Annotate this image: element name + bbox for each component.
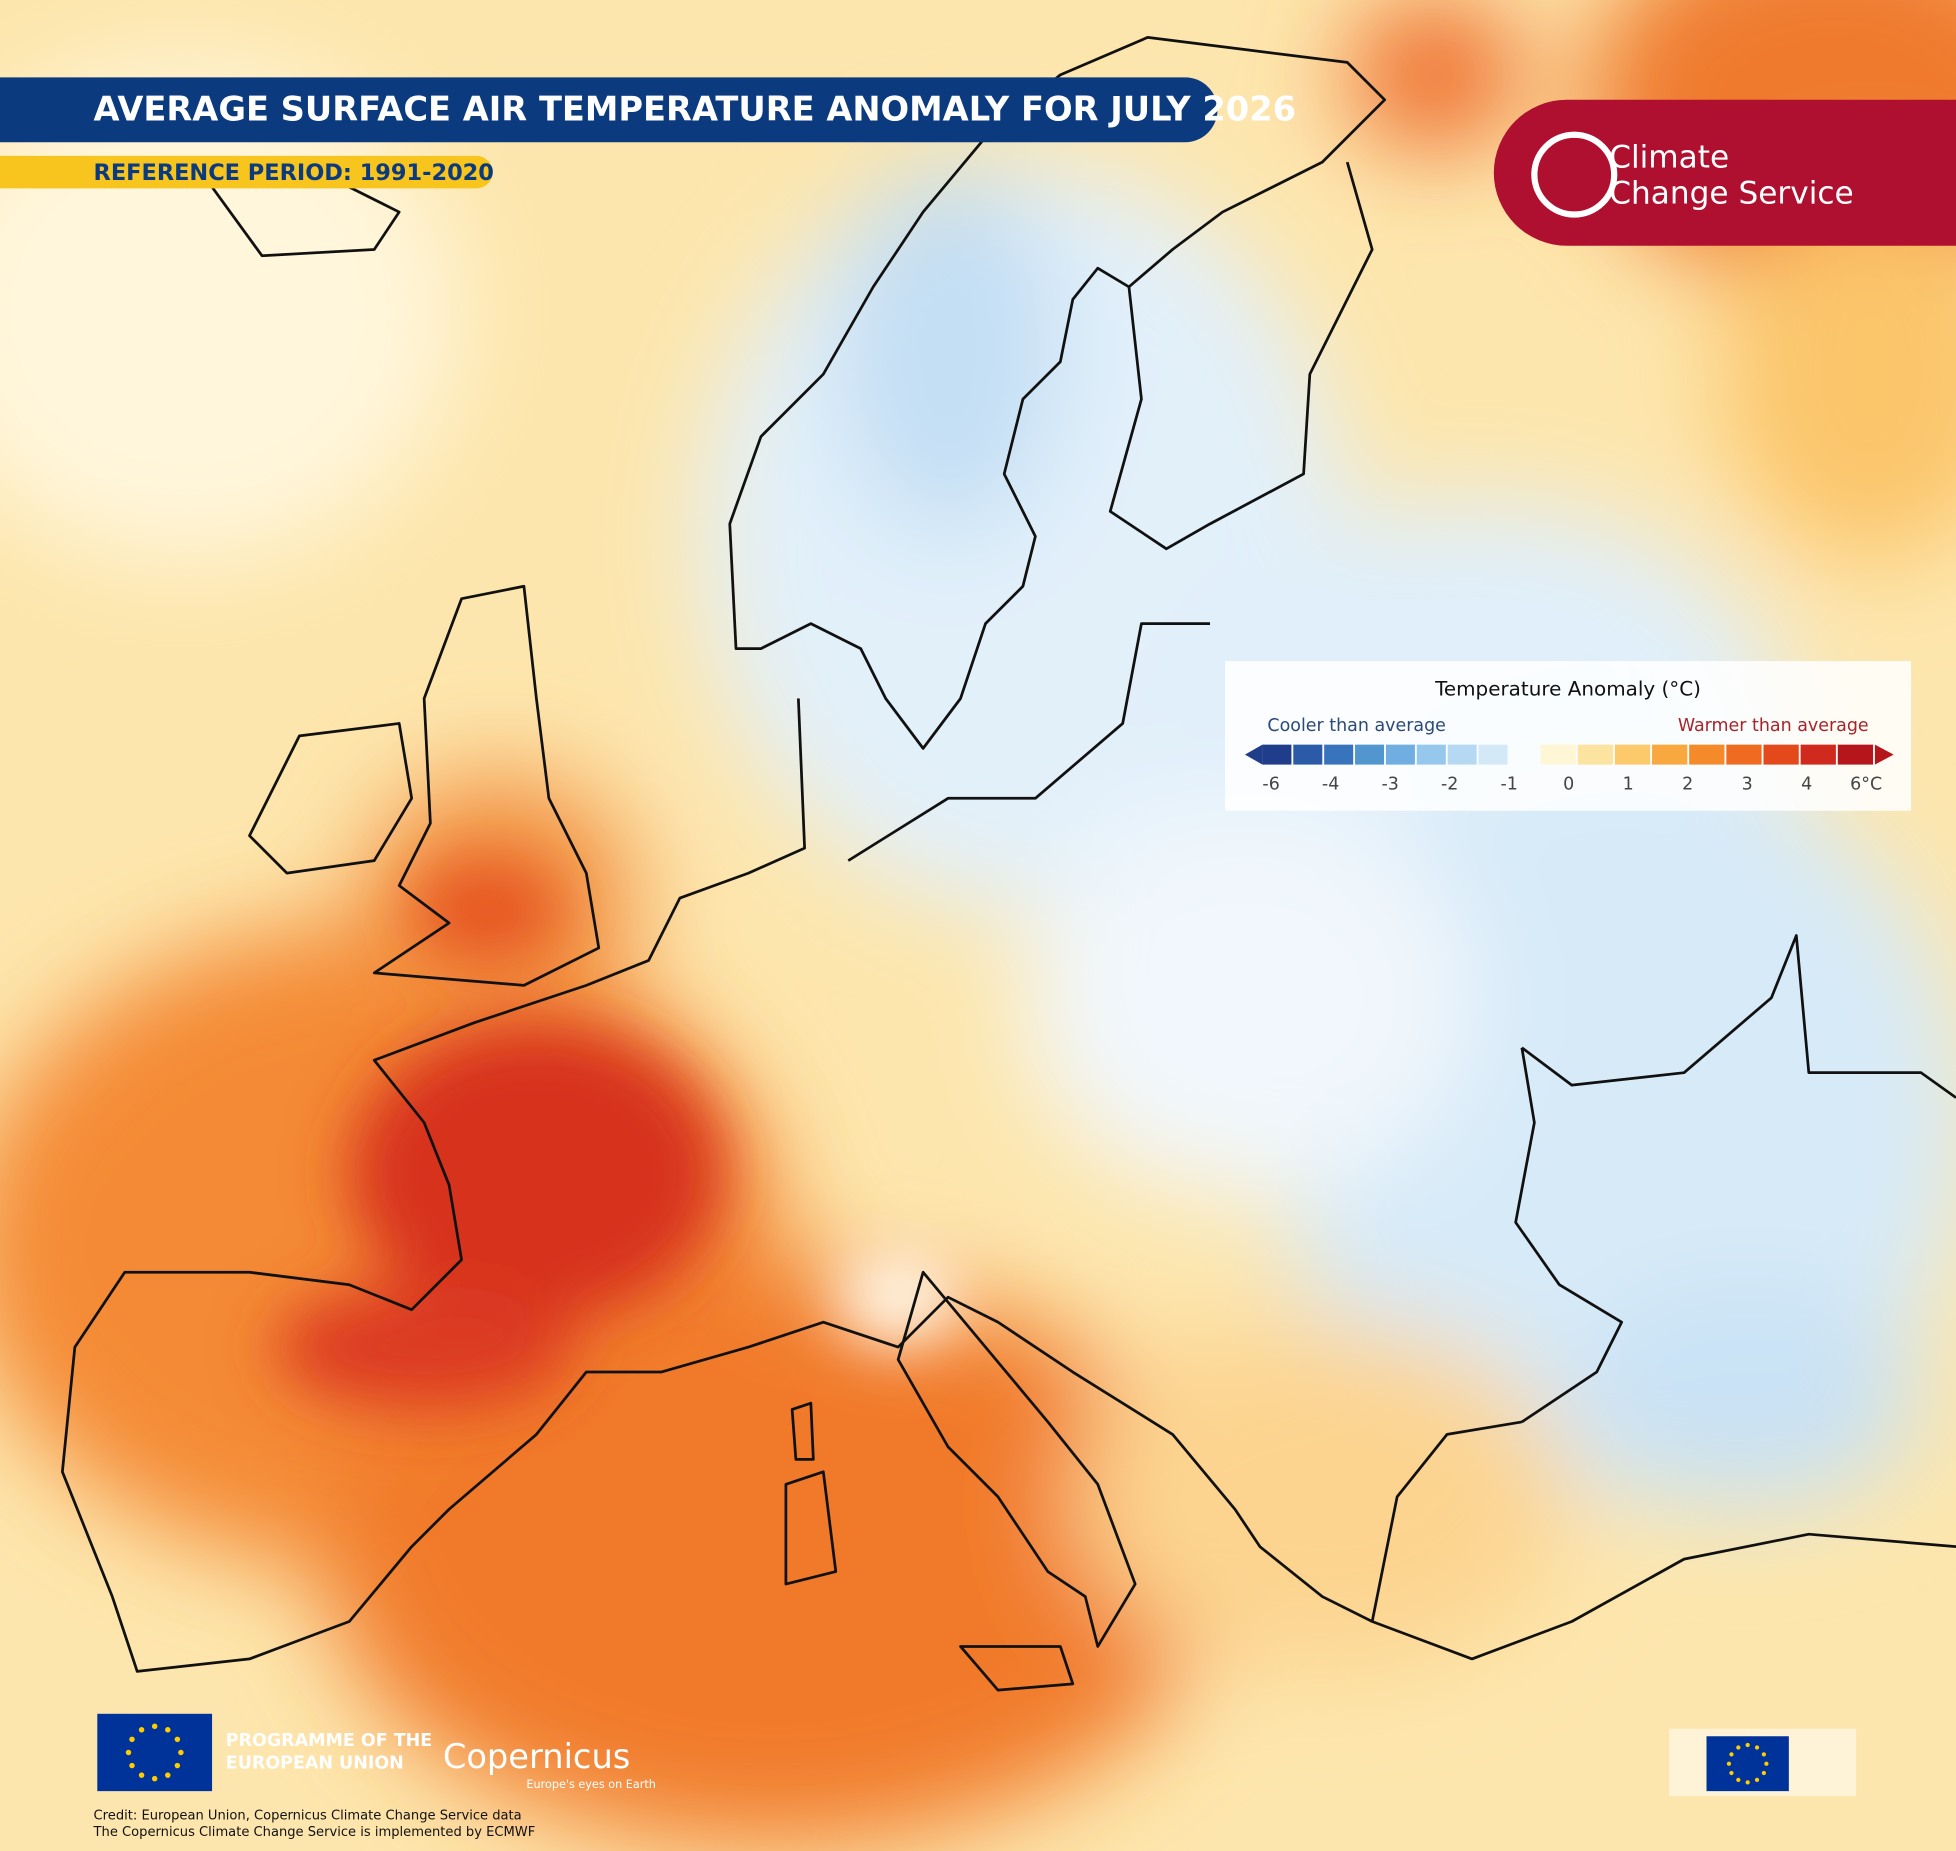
- legend-swatch: [1689, 744, 1725, 765]
- legend-swatch: [1652, 744, 1688, 765]
- star: [1761, 1770, 1767, 1776]
- legend-swatch: [1726, 744, 1762, 765]
- star: [1754, 1745, 1760, 1750]
- legend-tick-label: 1: [1623, 775, 1634, 795]
- star: [125, 1749, 132, 1756]
- programme-line: EUROPEAN UNION: [226, 1754, 404, 1774]
- star: [1736, 1745, 1741, 1750]
- legend-swatch: [1355, 744, 1385, 765]
- legend-tick-label: 2: [1682, 775, 1693, 795]
- subtitle: REFERENCE PERIOD: 1991-2020: [94, 160, 494, 186]
- title-bar: [0, 77, 1218, 143]
- legend-tick-label: -6: [1262, 775, 1279, 795]
- legend-tick-label: 6°C: [1850, 775, 1882, 795]
- star: [165, 1727, 171, 1733]
- copernicus-tagline: Europe's eyes on Earth: [526, 1778, 655, 1791]
- star: [178, 1749, 184, 1756]
- star: [1745, 1742, 1750, 1748]
- legend-tick-label: 0: [1563, 775, 1574, 795]
- programme-line: PROGRAMME OF THE: [226, 1731, 432, 1751]
- legend-arrow: [1874, 744, 1894, 765]
- star: [1761, 1752, 1767, 1757]
- legend-swatch: [1577, 744, 1614, 765]
- star: [129, 1736, 135, 1743]
- legend-swatch: [1293, 744, 1323, 765]
- star: [1764, 1761, 1769, 1766]
- logo-panel: [1493, 99, 1956, 246]
- legend-tick-label: 3: [1742, 775, 1753, 795]
- legend-ticks: -6 -4 -3 -2 -1 0 1 2 3 4 6°C: [1262, 775, 1882, 795]
- legend-swatch: [1614, 744, 1651, 765]
- coastlines: [61, 36, 1956, 1692]
- legend-tick-label: -4: [1322, 775, 1339, 795]
- legend-swatch: [1324, 744, 1354, 765]
- star: [1736, 1777, 1741, 1783]
- star: [151, 1723, 158, 1730]
- star: [174, 1762, 181, 1769]
- logo-icon: [1531, 131, 1618, 218]
- star: [1729, 1752, 1734, 1757]
- legend-colorbar: [1244, 744, 1894, 765]
- eu-stars: [125, 1723, 184, 1782]
- legend-panel: [1224, 661, 1912, 811]
- credit-line: Credit: European Union, Copernicus Clima…: [94, 1809, 522, 1824]
- eu-stars: [1726, 1742, 1769, 1785]
- star: [138, 1727, 145, 1733]
- logo-line: Climate: [1609, 139, 1729, 175]
- legend-swatch: [1478, 744, 1508, 765]
- star: [1754, 1777, 1760, 1783]
- legend-swatch: [1447, 744, 1477, 765]
- legend-swatch: [1800, 744, 1836, 765]
- legend-tick-label: 4: [1801, 775, 1812, 795]
- star: [151, 1775, 158, 1782]
- legend-tick-label: -1: [1500, 775, 1517, 795]
- logo-line: Change Service: [1609, 176, 1853, 212]
- subtitle-bar: [0, 155, 493, 189]
- legend-swatch: [1837, 744, 1874, 765]
- legend-title: Temperature Anomaly (°C): [1434, 676, 1701, 700]
- legend-warm-label: Warmer than average: [1678, 716, 1869, 736]
- credit-line: The Copernicus Climate Change Service is…: [93, 1825, 536, 1840]
- legend-swatch: [1385, 744, 1415, 765]
- star: [1745, 1780, 1750, 1785]
- legend-arrow: [1244, 744, 1263, 765]
- star: [174, 1736, 181, 1743]
- legend-cool-label: Cooler than average: [1267, 716, 1446, 736]
- legend-tick-label: -2: [1441, 775, 1458, 795]
- star: [138, 1772, 145, 1778]
- title: AVERAGE SURFACE AIR TEMPERATURE ANOMALY …: [94, 90, 1297, 129]
- star: [165, 1772, 171, 1778]
- star: [1729, 1770, 1734, 1776]
- legend-swatch: [1763, 744, 1799, 765]
- copernicus-brand: Copernicus: [443, 1737, 630, 1776]
- legend-swatch: [1262, 744, 1292, 765]
- legend-tick-label: -3: [1381, 775, 1398, 795]
- star: [1726, 1761, 1732, 1766]
- star: [129, 1762, 135, 1769]
- legend-swatch: [1540, 744, 1576, 765]
- legend-swatch: [1416, 744, 1446, 765]
